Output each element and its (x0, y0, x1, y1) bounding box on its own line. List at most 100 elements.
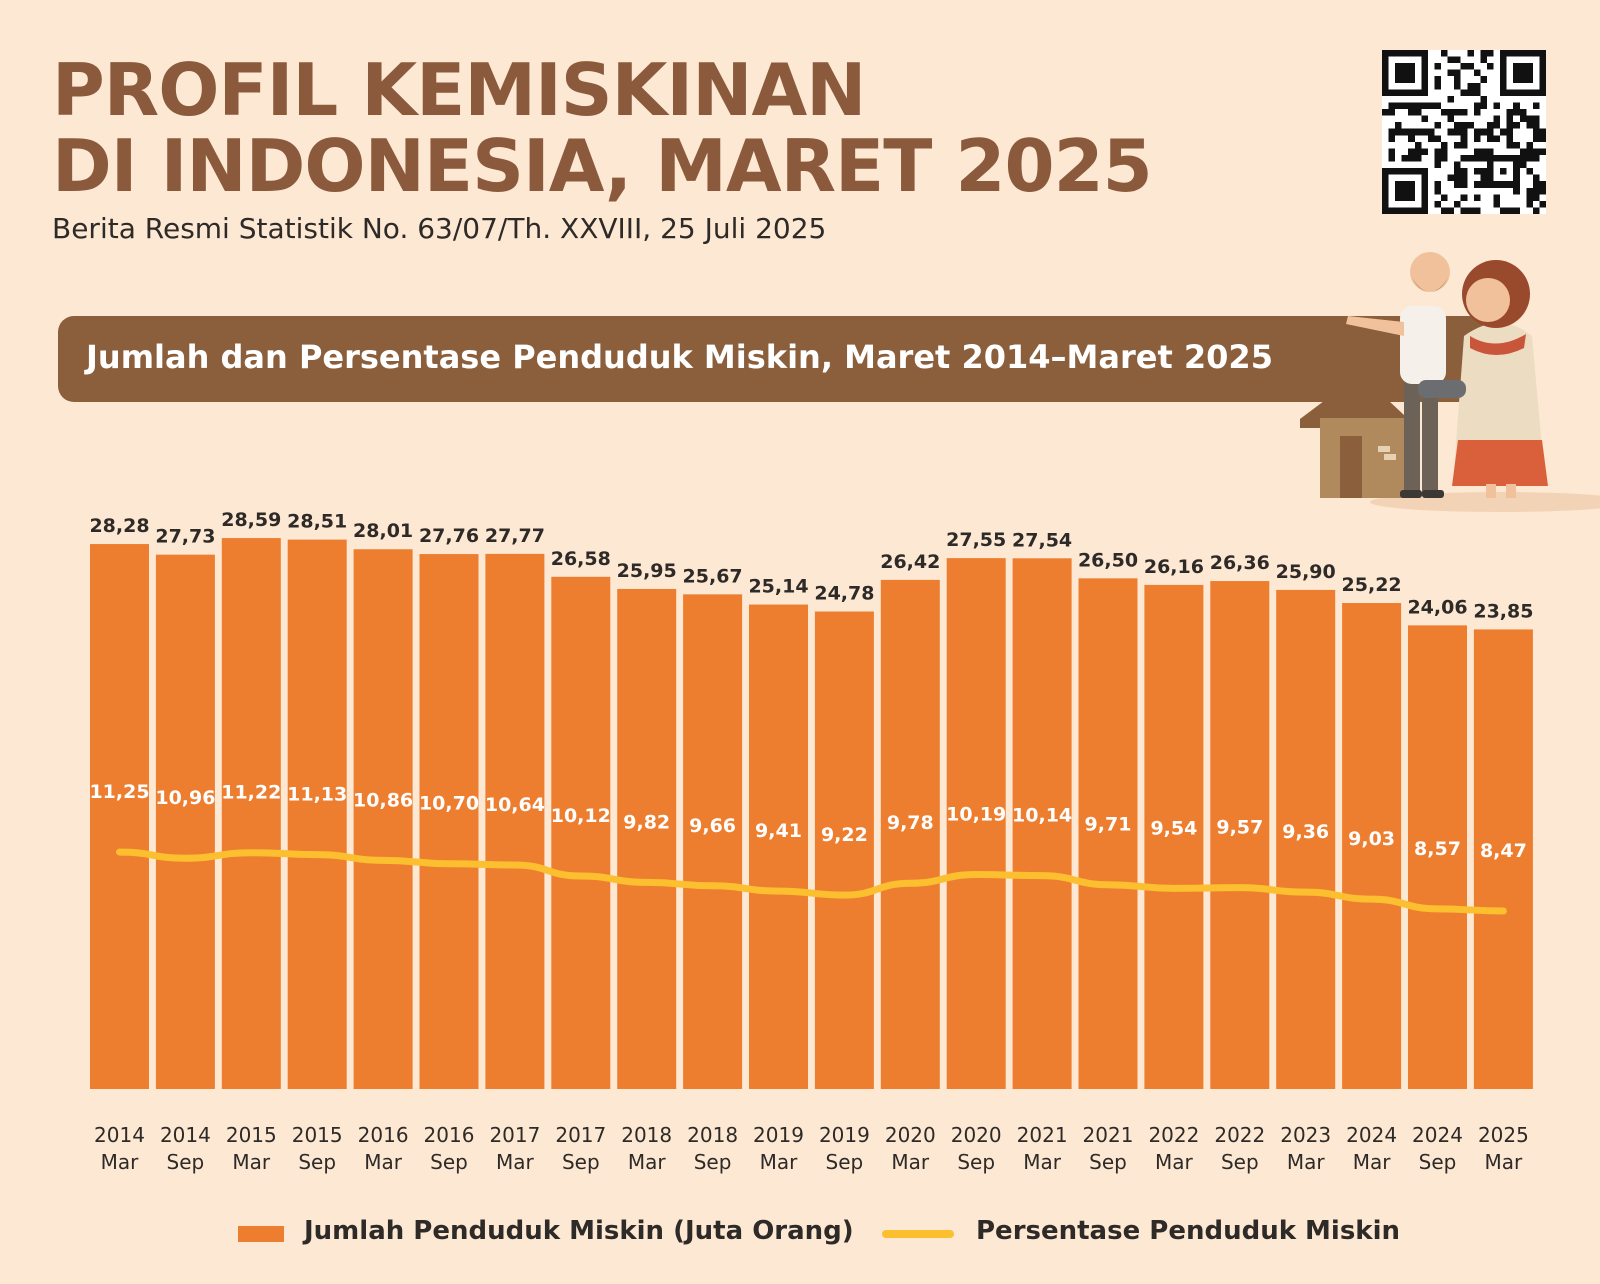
x-tick-year: 2020 (885, 1123, 936, 1147)
line-value-label: 10,64 (485, 794, 545, 816)
x-tick-year: 2017 (489, 1123, 540, 1147)
bar-value-label: 26,50 (1078, 549, 1138, 571)
x-tick-period: Sep (430, 1150, 468, 1174)
bar (485, 553, 545, 1089)
bar (1408, 625, 1467, 1089)
bar-value-label: 26,42 (880, 551, 940, 573)
x-tick-period: Mar (101, 1150, 140, 1174)
bar (880, 579, 940, 1089)
line-value-label: 10,86 (353, 789, 413, 811)
x-tick-year: 2023 (1280, 1123, 1331, 1147)
bar-value-label: 28,28 (89, 515, 149, 537)
legend-bar-swatch (238, 1226, 284, 1242)
line-value-label: 9,71 (1085, 814, 1132, 836)
x-tick-period: Mar (1287, 1150, 1326, 1174)
x-tick-period: Mar (1485, 1150, 1524, 1174)
x-tick-year: 2017 (555, 1123, 606, 1147)
x-tick-period: Sep (957, 1150, 995, 1174)
x-tick-period: Mar (760, 1150, 799, 1174)
line-value-label: 11,22 (221, 782, 281, 804)
x-tick-year: 2024 (1412, 1123, 1463, 1147)
bar (1342, 603, 1402, 1089)
line-value-label: 8,47 (1480, 840, 1527, 862)
line-value-label: 9,22 (821, 824, 868, 846)
x-tick-period: Sep (694, 1150, 732, 1174)
chart-title: Jumlah dan Persentase Penduduk Miskin, M… (86, 338, 1273, 376)
x-tick-year: 2020 (951, 1123, 1002, 1147)
bar-value-label: 25,95 (617, 560, 677, 582)
bar-value-label: 24,06 (1407, 596, 1467, 618)
x-tick-period: Mar (364, 1150, 403, 1174)
legend-line-label: Persentase Penduduk Miskin (976, 1216, 1401, 1246)
page-title: PROFIL KEMISKINAN DI INDONESIA, MARET 20… (52, 48, 1153, 208)
qr-code[interactable] (1378, 50, 1550, 214)
percentage-line (116, 848, 1507, 915)
page-title-line-1: PROFIL KEMISKINAN (52, 48, 866, 132)
bar (221, 538, 281, 1089)
bar-value-label: 25,22 (1342, 574, 1402, 596)
line-value-label: 10,12 (551, 805, 611, 827)
line-layer (116, 848, 1507, 915)
x-tick-year: 2019 (819, 1123, 870, 1147)
x-tick-year: 2021 (1083, 1123, 1134, 1147)
bar (353, 549, 413, 1089)
bar (814, 611, 874, 1089)
x-tick-year: 2021 (1017, 1123, 1068, 1147)
bar (419, 554, 479, 1089)
bar-value-label: 28,51 (287, 511, 347, 533)
x-tick-period: Sep (167, 1150, 205, 1174)
x-tick-period: Mar (232, 1150, 271, 1174)
bar (946, 558, 1006, 1089)
x-tick-year: 2014 (94, 1123, 145, 1147)
bar (1144, 584, 1204, 1089)
x-tick-year: 2022 (1148, 1123, 1199, 1147)
x-tick-year: 2019 (753, 1123, 804, 1147)
bar (1078, 578, 1138, 1089)
line-value-label: 10,70 (419, 793, 479, 815)
bar-value-label: 25,67 (683, 565, 743, 587)
bar (1012, 558, 1072, 1089)
line-value-label: 9,82 (623, 811, 670, 833)
line-value-label: 10,14 (1012, 805, 1072, 827)
bar (551, 576, 611, 1089)
bar-value-label: 26,16 (1144, 556, 1204, 578)
bar (155, 554, 215, 1089)
bar-value-label: 28,01 (353, 520, 413, 542)
line-value-label: 9,03 (1348, 828, 1395, 850)
bar-value-label: 25,14 (748, 576, 808, 598)
x-tick-period: Sep (298, 1150, 336, 1174)
bar (1276, 589, 1336, 1089)
bar-value-label: 25,90 (1276, 561, 1336, 583)
bar (749, 604, 808, 1089)
bar-value-label: 27,55 (946, 529, 1006, 551)
x-tick-year: 2025 (1478, 1123, 1529, 1147)
labels-layer: 28,28 11,25 27,73 10,96 28,59 11,22 28,51 11,13… (89, 509, 1533, 862)
bar (683, 594, 743, 1089)
x-tick-period: Mar (1155, 1150, 1194, 1174)
line-value-label: 9,54 (1150, 817, 1197, 839)
bar (617, 588, 677, 1089)
line-value-label: 9,57 (1216, 817, 1263, 839)
bar-value-label: 23,85 (1473, 600, 1533, 622)
x-tick-period: Mar (1353, 1150, 1392, 1174)
legend-line-swatch (882, 1230, 954, 1238)
bar-value-label: 27,77 (485, 525, 545, 547)
x-tick-year: 2014 (160, 1123, 211, 1147)
bar (1210, 581, 1270, 1089)
bar-value-label: 28,59 (221, 509, 281, 531)
line-value-label: 9,41 (755, 820, 802, 842)
x-tick-period: Sep (1221, 1150, 1259, 1174)
bar-value-label: 27,73 (155, 526, 215, 548)
x-tick-period: Sep (1089, 1150, 1127, 1174)
bar-value-label: 24,78 (814, 582, 874, 604)
man-figure (1346, 252, 1450, 498)
page-title-line-2: DI INDONESIA, MARET 2025 (52, 124, 1153, 208)
line-value-label: 10,96 (155, 787, 215, 809)
x-tick-year: 2024 (1346, 1123, 1397, 1147)
x-tick-year: 2022 (1214, 1123, 1265, 1147)
bar (1473, 629, 1533, 1089)
x-tick-period: Sep (1419, 1150, 1457, 1174)
x-tick-year: 2015 (292, 1123, 343, 1147)
x-tick-period: Mar (496, 1150, 535, 1174)
